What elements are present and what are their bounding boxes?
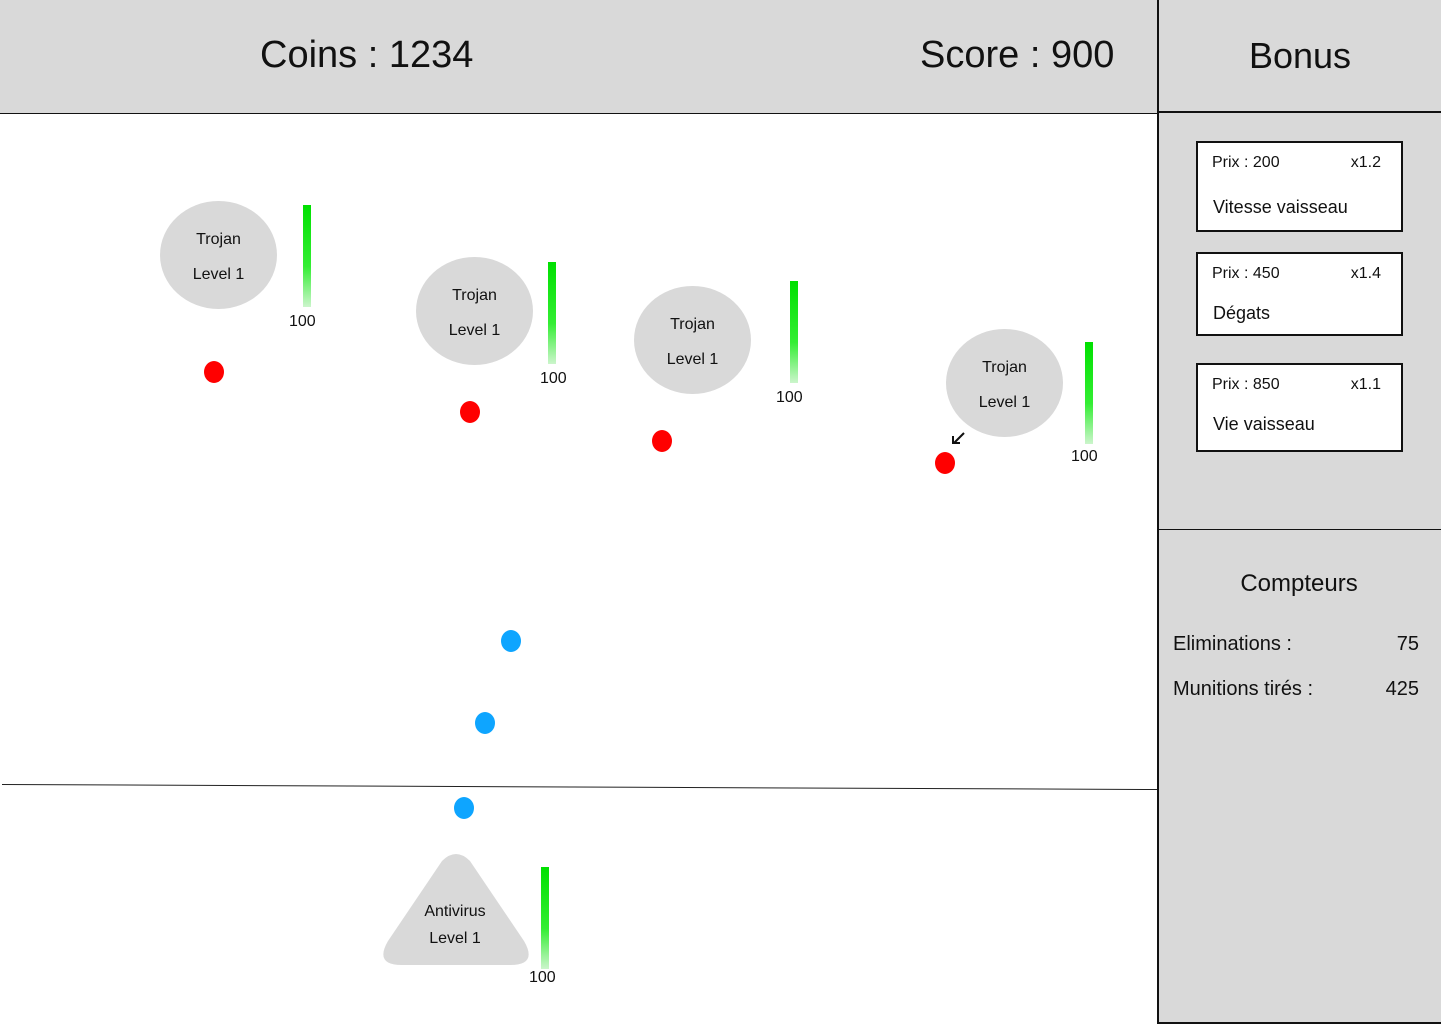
enemy-level: Level 1 (448, 322, 501, 339)
panel-divider (1159, 529, 1441, 530)
ammo-fired-value: 425 (1385, 678, 1419, 700)
enemy-bullet (460, 401, 480, 423)
eliminations-label: Eliminations : (1173, 633, 1292, 655)
enemy-trojan: Trojan Level 1 (416, 257, 533, 365)
enemy-health-value: 100 (776, 389, 803, 406)
enemy-health-bar (790, 281, 798, 383)
enemy-bullet (652, 430, 672, 452)
bonus-card-life[interactable]: Prix : 850 x1.1 Vie vaisseau (1196, 363, 1403, 452)
bonus-panel: Bonus Prix : 200 x1.2 Vitesse vaisseau P… (1157, 0, 1441, 1024)
enemy-health-bar (303, 205, 311, 307)
enemy-trojan: Trojan Level 1 (946, 329, 1063, 437)
bonus-name: Vitesse vaisseau (1213, 197, 1348, 217)
player-ship[interactable]: Antivirus Level 1 (382, 853, 530, 967)
enemy-trojan: Trojan Level 1 (634, 286, 751, 394)
eliminations-value: 75 (1396, 633, 1419, 655)
enemy-health-bar (548, 262, 556, 364)
cursor-arrow-icon (950, 430, 966, 451)
bonus-multiplier: x1.2 (1350, 154, 1381, 171)
top-bar: Coins : 1234 Score : 900 (0, 0, 1157, 114)
enemy-level: Level 1 (192, 266, 245, 283)
enemy-level: Level 1 (666, 351, 719, 368)
bonus-card-damage[interactable]: Prix : 450 x1.4 Dégats (1196, 252, 1403, 336)
counters-title: Compteurs (1240, 570, 1358, 597)
enemy-bullet (204, 361, 224, 383)
enemy-health-value: 100 (540, 370, 567, 387)
enemy-name: Trojan (670, 316, 715, 333)
bonus-title: Bonus (1159, 0, 1441, 113)
ammo-fired-label: Munitions tirés : (1173, 678, 1314, 700)
player-health-value: 100 (529, 969, 556, 986)
player-health-bar (541, 867, 549, 969)
enemy-trojan: Trojan Level 1 (160, 201, 277, 309)
player-bullet (475, 712, 495, 734)
player-zone-divider (1, 784, 1157, 791)
player-level: Level 1 (429, 930, 481, 947)
enemy-health-bar (1085, 342, 1093, 444)
bonus-card-speed[interactable]: Prix : 200 x1.2 Vitesse vaisseau (1196, 141, 1403, 232)
bonus-price: Prix : 850 (1212, 376, 1280, 393)
enemy-name: Trojan (196, 231, 241, 248)
bonus-name: Vie vaisseau (1213, 414, 1315, 434)
player-name: Antivirus (424, 903, 486, 920)
player-bullet (501, 630, 521, 652)
bonus-name: Dégats (1213, 303, 1271, 323)
enemy-level: Level 1 (978, 394, 1031, 411)
bonus-multiplier: x1.1 (1350, 376, 1381, 393)
coins-counter: Coins : 1234 (260, 34, 474, 76)
bonus-price: Prix : 200 (1212, 154, 1280, 171)
enemy-health-value: 100 (289, 313, 316, 330)
player-bullet (454, 797, 474, 819)
bonus-multiplier: x1.4 (1350, 265, 1381, 282)
enemy-name: Trojan (452, 287, 497, 304)
enemy-health-value: 100 (1071, 448, 1098, 465)
enemy-name: Trojan (982, 359, 1027, 376)
bonus-price: Prix : 450 (1212, 265, 1280, 282)
enemy-bullet (935, 452, 955, 474)
score-counter: Score : 900 (920, 34, 1115, 76)
